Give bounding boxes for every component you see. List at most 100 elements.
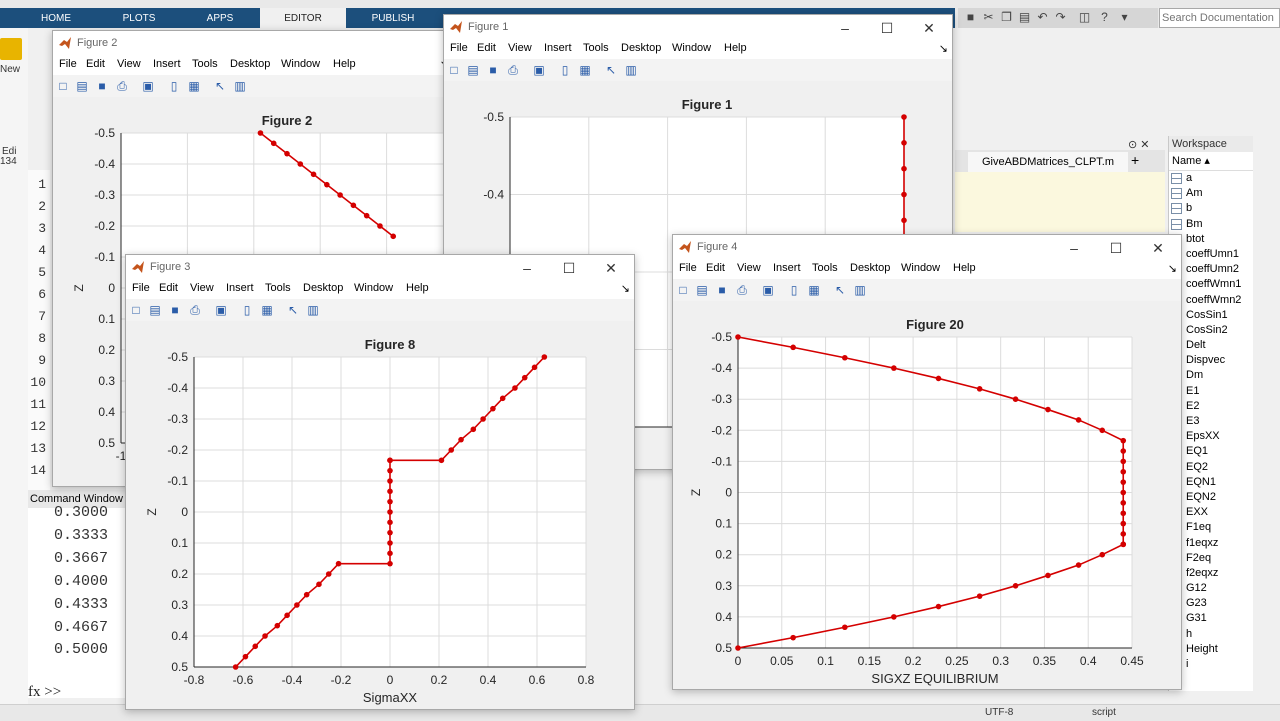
menu-desktop[interactable]: Desktop <box>850 262 891 274</box>
menu-insert[interactable]: Insert <box>153 58 181 70</box>
colorbar-icon[interactable]: ▯ <box>561 63 569 77</box>
workspace-variable[interactable]: EQ1 <box>1169 444 1253 459</box>
print-icon[interactable]: ⎙ <box>190 303 200 317</box>
workspace-variable[interactable]: Bm <box>1169 217 1253 232</box>
close-button[interactable]: ✕ <box>1152 240 1164 256</box>
open-icon[interactable]: ▤ <box>76 79 88 93</box>
maximize-button[interactable]: ☐ <box>562 260 576 276</box>
menu-view[interactable]: View <box>117 58 141 70</box>
close-icon[interactable]: ⊙ ✕ <box>1128 139 1150 151</box>
property-editor-icon[interactable]: ▥ <box>307 303 319 317</box>
colorbar-icon[interactable]: ▯ <box>243 303 251 317</box>
menu-edit[interactable]: Edit <box>159 282 178 294</box>
menu-window[interactable]: Window <box>672 42 712 54</box>
menu-file[interactable]: File <box>59 58 77 70</box>
title-bar[interactable]: Figure 1 – ☐ ✕ <box>444 15 952 41</box>
minimize-button[interactable]: – <box>523 260 531 276</box>
editor-tab[interactable]: GiveABDMatrices_CLPT.m <box>968 152 1128 172</box>
workspace-variable[interactable]: Dispvec <box>1169 353 1253 368</box>
print-icon[interactable]: ⎙ <box>737 283 747 297</box>
link-icon[interactable]: ▣ <box>762 283 774 297</box>
colorbar-icon[interactable]: ▯ <box>790 283 798 297</box>
open-icon[interactable]: ▤ <box>149 303 161 317</box>
menu-help[interactable]: Help <box>724 42 747 54</box>
link-icon[interactable]: ▣ <box>142 79 154 93</box>
menu-edit[interactable]: Edit <box>86 58 105 70</box>
menu-file[interactable]: File <box>132 282 150 294</box>
save-icon[interactable]: ■ <box>98 79 106 93</box>
legend-icon[interactable]: ▦ <box>808 283 820 297</box>
menu-view[interactable]: View <box>190 282 214 294</box>
pointer-icon[interactable]: ↖ <box>214 79 226 93</box>
menu-tools[interactable]: Tools <box>192 58 218 70</box>
plot-area[interactable]: -0.5-0.4-0.3-0.2-0.100.10.20.30.40.50 0.0… <box>673 301 1181 689</box>
menu-file[interactable]: File <box>679 262 697 274</box>
tab-home[interactable]: HOME <box>41 13 71 24</box>
save-icon[interactable]: ■ <box>718 283 726 297</box>
command-window[interactable] <box>28 508 128 698</box>
save-icon[interactable]: ■ <box>966 10 975 24</box>
cut-icon[interactable]: ✂ <box>983 10 994 24</box>
menu-view[interactable]: View <box>737 262 761 274</box>
copy-icon[interactable]: ❐ <box>1001 10 1012 24</box>
new-icon[interactable]: □ <box>450 63 458 77</box>
legend-icon[interactable]: ▦ <box>579 63 591 77</box>
undo-icon[interactable]: ↶ <box>1037 10 1048 24</box>
colorbar-icon[interactable]: ▯ <box>170 79 178 93</box>
link-icon[interactable]: ▣ <box>215 303 227 317</box>
menu-help[interactable]: Help <box>953 262 976 274</box>
workspace-variable[interactable]: CosSin1 <box>1169 308 1253 323</box>
dock-arrow-icon[interactable]: ↘ <box>938 43 948 55</box>
open-icon[interactable]: ▤ <box>696 283 708 297</box>
menu-view[interactable]: View <box>508 42 532 54</box>
menu-edit[interactable]: Edit <box>477 42 496 54</box>
menu-desktop[interactable]: Desktop <box>621 42 662 54</box>
property-editor-icon[interactable]: ▥ <box>625 63 637 77</box>
menu-file[interactable]: File <box>450 42 468 54</box>
workspace-variable[interactable]: F2eq <box>1169 551 1253 566</box>
print-icon[interactable]: ⎙ <box>117 79 127 93</box>
dock-arrow-icon[interactable]: ↘ <box>1167 263 1177 275</box>
workspace-variable[interactable]: coeffUmn1 <box>1169 247 1253 262</box>
workspace-variable[interactable]: i <box>1169 657 1253 672</box>
save-icon[interactable]: ■ <box>171 303 179 317</box>
workspace-variable[interactable]: EXX <box>1169 505 1253 520</box>
new-icon[interactable]: □ <box>132 303 140 317</box>
menu-tools[interactable]: Tools <box>265 282 291 294</box>
minimize-button[interactable]: – <box>1070 240 1078 256</box>
workspace-variable[interactable]: CosSin2 <box>1169 323 1253 338</box>
legend-icon[interactable]: ▦ <box>261 303 273 317</box>
workspace-variable[interactable]: EQ2 <box>1169 460 1253 475</box>
dock-arrow-icon[interactable]: ↘ <box>620 283 630 295</box>
workspace-variable[interactable]: Dm <box>1169 368 1253 383</box>
tab-publish[interactable]: PUBLISH <box>371 13 415 24</box>
pointer-icon[interactable]: ↖ <box>605 63 617 77</box>
workspace-variable[interactable]: G23 <box>1169 596 1253 611</box>
workspace-variable[interactable]: coeffWmn1 <box>1169 277 1253 292</box>
workspace-variable[interactable]: coeffUmn2 <box>1169 262 1253 277</box>
workspace-variable[interactable]: G12 <box>1169 581 1253 596</box>
link-icon[interactable]: ▣ <box>533 63 545 77</box>
workspace-variable[interactable]: E2 <box>1169 399 1253 414</box>
new-icon[interactable]: □ <box>679 283 687 297</box>
menu-tools[interactable]: Tools <box>583 42 609 54</box>
workspace-variable[interactable]: f1eqxz <box>1169 536 1253 551</box>
menu-desktop[interactable]: Desktop <box>303 282 344 294</box>
open-icon[interactable]: ▤ <box>467 63 479 77</box>
print-icon[interactable]: ⎙ <box>508 63 518 77</box>
tab-editor[interactable]: EDITOR <box>260 8 346 28</box>
workspace-name-header[interactable]: Name ▴ <box>1169 152 1253 171</box>
menu-help[interactable]: Help <box>333 58 356 70</box>
close-button[interactable]: ✕ <box>605 260 617 276</box>
help-icon[interactable]: ? <box>1101 10 1108 24</box>
menu-edit[interactable]: Edit <box>706 262 725 274</box>
workspace-variable[interactable]: F1eq <box>1169 520 1253 535</box>
workspace-variable[interactable]: EpsXX <box>1169 429 1253 444</box>
workspace-variable[interactable]: a <box>1169 171 1253 186</box>
property-editor-icon[interactable]: ▥ <box>854 283 866 297</box>
workspace-variable[interactable]: btot <box>1169 232 1253 247</box>
new-icon[interactable] <box>0 38 22 60</box>
workspace-variable[interactable]: b <box>1169 201 1253 216</box>
workspace-variable[interactable]: E1 <box>1169 384 1253 399</box>
title-bar[interactable]: Figure 4 – ☐ ✕ <box>673 235 1181 261</box>
